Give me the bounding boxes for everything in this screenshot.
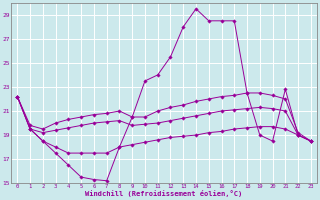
X-axis label: Windchill (Refroidissement éolien,°C): Windchill (Refroidissement éolien,°C) — [85, 190, 243, 197]
